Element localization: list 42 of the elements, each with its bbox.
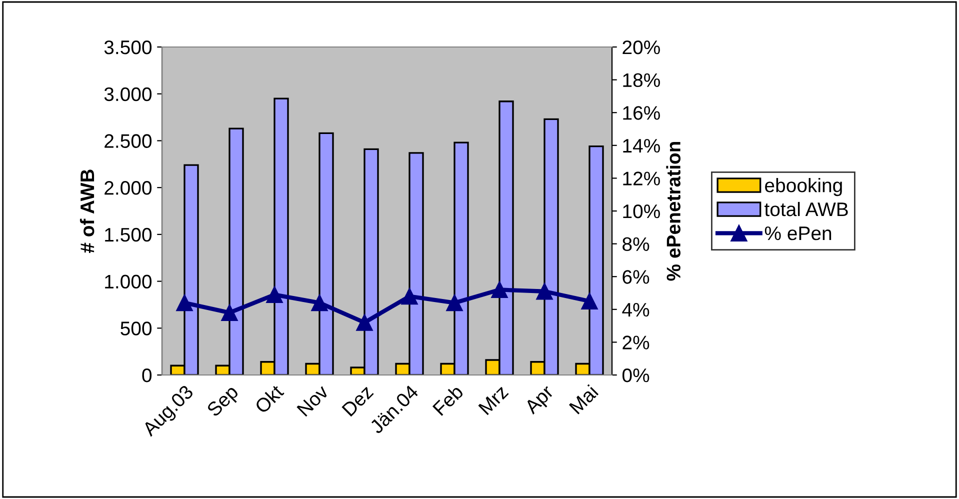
x-tick-label: Feb [432,384,464,416]
x-tick-label: Apr [524,384,558,418]
x-tick-label: Okt [254,383,284,414]
y2-tick-label: 6% [622,270,650,284]
y2-tick-label: 16% [623,106,660,120]
y-tick-label: 1.500 [105,228,152,242]
point [266,286,283,303]
y2-tick-label: 10% [623,204,660,218]
y2-tick-label: 2% [622,336,650,350]
point [176,294,193,312]
y-axis-title: # of AWB [80,170,94,253]
x-tick-label: Nov [296,384,330,417]
x-tick-label: Sep [206,384,242,420]
x-tick-label: Mrz [478,384,509,416]
y2-tick-label: 12% [623,172,660,186]
y-tick-label: 0 [142,368,152,382]
y-tick-label: 3.000 [104,87,152,102]
point [536,283,553,300]
y2-tick-label: 14% [623,138,660,153]
point [221,304,238,322]
y-tick-label: 3.500 [104,40,152,54]
y2-tick-label: 8% [622,237,650,252]
y-tick-label: 2.500 [104,134,152,148]
point [491,281,508,298]
y2-tick-label: 20% [622,40,660,54]
legend-label: total AWB [764,202,848,216]
y-tick-label: 1.000 [105,274,152,289]
y2-axis-title: % ePenetration [666,142,680,281]
x-tick-label: Mai [568,384,599,414]
y-tick-label: 500 [120,322,152,336]
y2-tick-label: 18% [623,73,660,88]
legend-label: ebooking [765,178,842,196]
point [401,288,418,305]
point [311,294,328,312]
y2-tick-label: 0% [622,368,650,382]
legend-label: % ePen [764,226,832,240]
y-tick-label: 2.000 [104,181,152,195]
y2-tick-label: 4% [622,302,650,317]
x-tick-label: Dez [342,384,374,417]
point [446,294,463,312]
point [581,292,598,310]
point [356,314,373,331]
